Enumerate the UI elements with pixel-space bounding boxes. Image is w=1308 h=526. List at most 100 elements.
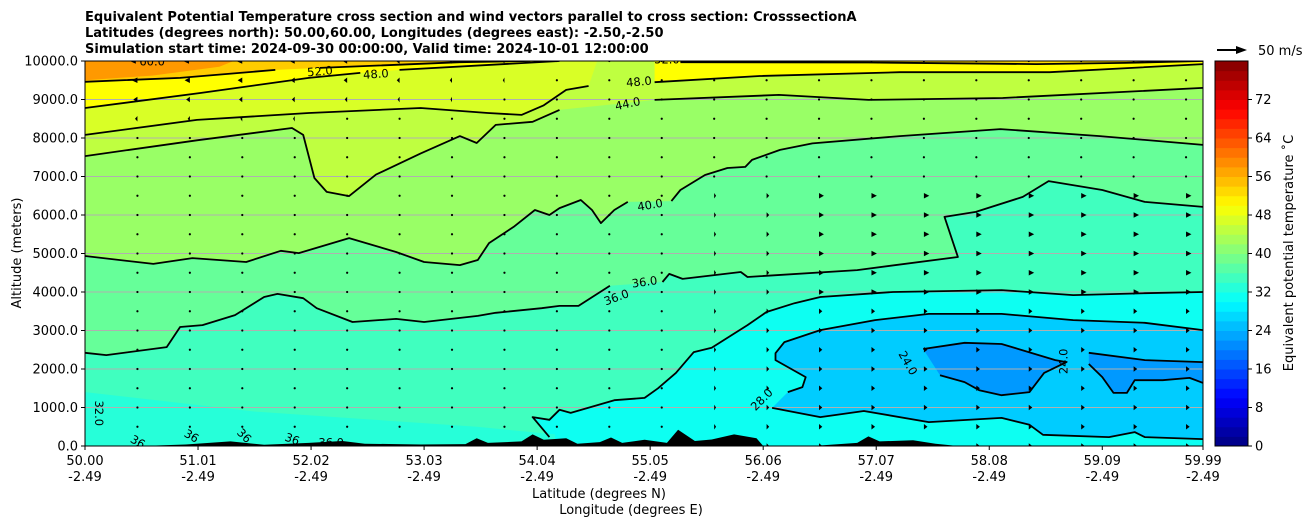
wind-vector-head [1133,366,1138,372]
wind-vector [1132,98,1135,101]
wind-vector [1028,269,1035,276]
wind-vector [817,98,821,101]
wind-vector [450,252,454,255]
x-axis-label-2: Longitude (degrees E) [559,503,703,518]
wind-vector-head [871,231,877,238]
wind-vector [1186,192,1192,199]
wind-vector [923,250,930,257]
wind-vector [136,213,139,217]
wind-vector [660,136,663,140]
wind-reference-key: 50 m/s [1217,44,1303,59]
wind-vector-head [976,212,982,218]
wind-vector [398,329,401,332]
wind-vector [976,308,980,315]
wind-vector [136,425,139,428]
wind-vector-head [714,327,717,334]
wind-vector [503,233,506,236]
wind-vector [1186,423,1190,430]
wind-vector [555,271,558,274]
wind-vector [714,231,717,238]
x-tick-label-lon: -2.49 [633,470,667,485]
wind-vector [1184,156,1188,159]
wind-vector-head [976,423,980,430]
wind-vector [976,269,982,276]
wind-vector [608,367,611,371]
wind-vector [555,194,558,197]
wind-vector-head [819,443,823,446]
wind-vector-head [766,385,770,392]
wind-vector [713,117,716,120]
wind-vector [290,77,295,84]
wind-vector [450,425,454,428]
wind-vector [714,385,717,392]
wind-vector [714,289,717,295]
wind-vector [660,98,663,101]
colorbar-segment [1215,166,1248,177]
wind-vector [398,213,401,217]
wind-vector [188,406,191,409]
wind-vector [291,96,295,103]
colorbar-segment [1215,417,1248,428]
wind-vector [1028,443,1033,446]
wind-vector [346,387,349,390]
wind-vector [660,194,663,197]
wind-vector [608,194,611,197]
wind-vector [608,117,611,120]
wind-vector [923,327,928,334]
wind-vector [346,175,349,178]
wind-vector [713,175,716,178]
wind-vector [923,404,928,411]
colorbar-segment [1215,388,1248,399]
wind-vector-head [714,192,717,199]
wind-vector [241,271,244,274]
x-tick-label-lat: 55.05 [632,454,669,469]
wind-vector [241,348,244,351]
wind-vector-head [923,327,928,334]
wind-vector [608,175,611,178]
wind-vector-head [449,61,453,64]
wind-vector-head [1081,443,1085,446]
wind-vector [1081,423,1085,430]
wind-vector [396,77,400,84]
wind-vector [1133,366,1138,372]
wind-vector-head [871,385,876,392]
wind-vector [293,233,296,236]
wind-vector-head [923,231,930,238]
wind-vector-head [871,366,876,372]
wind-vector-head [714,289,717,295]
x-tick-label-lon: -2.49 [294,470,328,485]
wind-vector-head [1186,327,1190,334]
wind-vector-head [1186,269,1192,276]
wind-vector [871,192,877,199]
wind-vector [450,348,454,351]
colorbar-tick-label: 8 [1255,401,1263,416]
wind-vector [346,252,349,255]
wind-vector [975,98,978,101]
wind-vector [1080,79,1083,82]
wind-vector-head [976,308,980,315]
wind-vector [608,136,611,140]
wind-vector [240,115,243,122]
wind-vector [398,425,401,428]
wind-vector [976,212,982,218]
wind-vector-head [397,96,400,103]
x-tick-label-lon: -2.49 [520,470,554,485]
wind-vector [714,212,717,218]
wind-vector-head [923,404,928,411]
wind-vector-head [819,385,823,392]
wind-vector-head [976,327,980,334]
wind-vector [398,290,401,294]
wind-vector [608,213,611,217]
wind-vector [555,252,558,255]
wind-vector [450,194,454,197]
wind-vector [188,425,191,428]
wind-vector [922,175,925,178]
wind-vector-head [1028,269,1035,276]
wind-vector [819,327,823,334]
wind-vector [922,156,925,159]
wind-vector-head [871,443,876,446]
wind-vector [293,271,296,274]
wind-vector-head [131,77,138,84]
wind-vector-head [819,289,824,295]
wind-vector-head [871,250,877,257]
